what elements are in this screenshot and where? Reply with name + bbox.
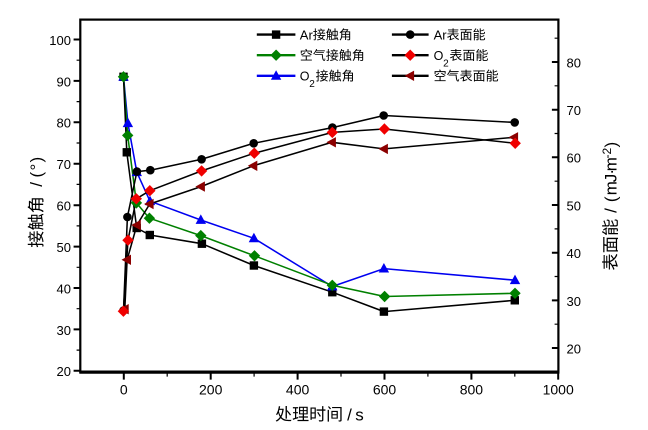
svg-text:400: 400: [286, 381, 310, 397]
svg-text:s: s: [355, 405, 364, 424]
svg-text:800: 800: [460, 381, 484, 397]
svg-text:60: 60: [57, 199, 71, 214]
svg-text:2: 2: [309, 79, 315, 90]
svg-text:Ar: Ar: [434, 27, 448, 42]
svg-text:70: 70: [57, 157, 71, 172]
svg-text:30: 30: [57, 323, 71, 338]
svg-text:O: O: [300, 70, 310, 84]
svg-text:90: 90: [57, 74, 71, 89]
svg-text:·: ·: [602, 169, 621, 175]
svg-text:m: m: [602, 157, 621, 171]
svg-text:70: 70: [567, 103, 581, 118]
svg-text:200: 200: [199, 381, 223, 397]
svg-text:/: /: [347, 405, 352, 424]
svg-text:m: m: [602, 181, 621, 195]
svg-text:/: /: [27, 182, 46, 187]
svg-text:50: 50: [57, 240, 71, 255]
svg-text:/: /: [602, 208, 621, 213]
svg-text:(: (: [602, 196, 621, 202]
svg-text:20: 20: [567, 341, 581, 356]
svg-text:0: 0: [120, 381, 128, 397]
svg-text:60: 60: [567, 151, 581, 166]
svg-text:Ar: Ar: [300, 27, 314, 42]
svg-text:O: O: [434, 49, 444, 63]
svg-text:(: (: [27, 172, 46, 178]
svg-text:50: 50: [567, 198, 581, 213]
svg-text:80: 80: [567, 55, 581, 70]
svg-text:): ): [602, 142, 621, 148]
svg-text:J: J: [602, 174, 621, 183]
svg-text:30: 30: [567, 294, 581, 309]
svg-text:1000: 1000: [543, 381, 574, 397]
svg-text:-2: -2: [600, 148, 614, 159]
svg-text:40: 40: [567, 246, 581, 261]
svg-text:): ): [27, 157, 46, 163]
svg-text:80: 80: [57, 116, 71, 131]
svg-text:600: 600: [373, 381, 397, 397]
svg-text:°: °: [27, 164, 46, 171]
svg-text:20: 20: [57, 364, 71, 379]
svg-text:40: 40: [57, 281, 71, 296]
svg-text:2: 2: [443, 59, 449, 70]
svg-text:100: 100: [49, 33, 71, 48]
